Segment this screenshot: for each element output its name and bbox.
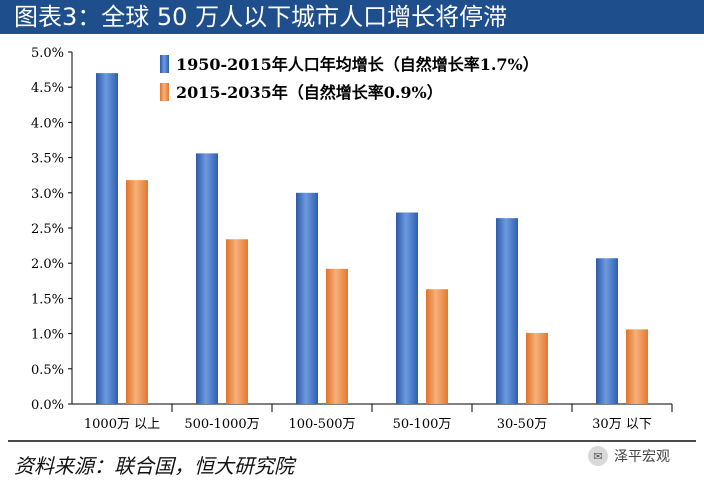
y-tick-label: 4.0%: [31, 116, 64, 131]
wechat-icon: ✉: [588, 446, 608, 466]
x-tick-label: 30-50万: [497, 417, 547, 432]
watermark-text: 泽平宏观: [614, 449, 670, 465]
legend-label: 1950-2015年人口年均增长（自然增长率1.7%）: [176, 55, 539, 74]
watermark: ✉ 泽平宏观: [588, 446, 670, 466]
bar-series-1950-2015: [396, 212, 418, 404]
bar-series-1950-2015: [196, 153, 218, 404]
bar-series-2015-2035: [426, 289, 448, 404]
x-tick-label: 1000万 以上: [84, 417, 160, 432]
x-tick-label: 500-1000万: [184, 417, 259, 432]
bar-chart: 0.0% 0.5% 1.0% 1.5% 2.0% 2.5% 3.0% 3.5% 4.0% 4.5%…: [31, 46, 673, 432]
y-tick-label: 4.5%: [31, 81, 64, 96]
bar-series-2015-2035: [226, 239, 248, 404]
x-tick-label: 30万 以下: [592, 417, 652, 432]
y-tick-label: 2.0%: [31, 257, 64, 272]
bar-series-1950-2015: [496, 218, 518, 404]
y-tick-label: 0.0%: [31, 398, 64, 413]
y-tick-label: 1.0%: [31, 328, 64, 343]
x-tick-label: 100-500万: [288, 417, 355, 432]
legend-label: 2015-2035年（自然增长率0.9%）: [176, 83, 443, 102]
y-tick-label: 3.0%: [31, 187, 64, 202]
legend-swatch: [160, 55, 169, 73]
x-tick-label: 50-100万: [393, 417, 452, 432]
page-title: 图表3：全球 50 万人以下城市人口增长将停滞: [0, 0, 704, 34]
y-tick-label: 3.5%: [31, 152, 64, 167]
y-tick-label: 0.5%: [31, 363, 64, 378]
bar-series-2015-2035: [626, 329, 648, 404]
bar-series-2015-2035: [126, 180, 148, 404]
divider: [8, 440, 696, 442]
bar-series-1950-2015: [96, 73, 118, 405]
bar-series-1950-2015: [596, 258, 618, 404]
bar-series-2015-2035: [326, 268, 348, 404]
y-tick-label: 2.5%: [31, 222, 64, 237]
source-note: 资料来源：联合国，恒大研究院: [14, 454, 294, 478]
bar-series-1950-2015: [296, 192, 318, 404]
legend-swatch: [160, 83, 169, 101]
y-tick-label: 5.0%: [31, 46, 64, 61]
bar-series-2015-2035: [526, 332, 548, 404]
y-tick-label: 1.5%: [31, 292, 64, 307]
